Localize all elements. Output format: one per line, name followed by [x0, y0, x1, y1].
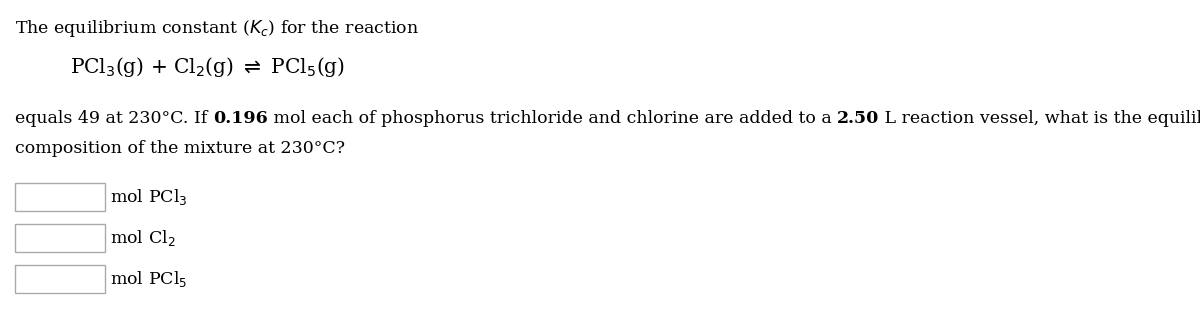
Text: 0.196: 0.196 [212, 110, 268, 127]
Text: PCl$_3$(g) + Cl$_2$(g) $\rightleftharpoons$ PCl$_5$(g): PCl$_3$(g) + Cl$_2$(g) $\rightleftharpoo… [70, 55, 346, 79]
Bar [14, 265, 106, 293]
Text: 2.50: 2.50 [836, 110, 880, 127]
Text: mol PCl$_5$: mol PCl$_5$ [110, 269, 187, 289]
Text: equals 49 at 230°C. If: equals 49 at 230°C. If [14, 110, 212, 127]
Text: L reaction vessel, what is the equilibrium: L reaction vessel, what is the equilibri… [880, 110, 1200, 127]
Text: mol Cl$_2$: mol Cl$_2$ [110, 228, 175, 248]
Text: composition of the mixture at 230°C?: composition of the mixture at 230°C? [14, 140, 346, 157]
Bar [14, 224, 106, 252]
Text: mol each of phosphorus trichloride and chlorine are added to a: mol each of phosphorus trichloride and c… [268, 110, 836, 127]
Text: The equilibrium constant ($K_c$) for the reaction: The equilibrium constant ($K_c$) for the… [14, 18, 419, 39]
Bar [14, 183, 106, 211]
Text: mol PCl$_3$: mol PCl$_3$ [110, 187, 187, 207]
